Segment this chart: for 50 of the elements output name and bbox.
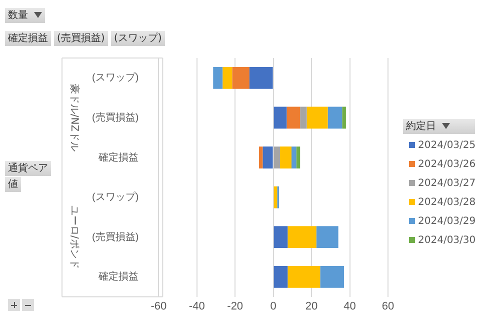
legend-title: 約定日 — [403, 119, 475, 134]
bar — [280, 146, 292, 168]
text: ユーロ/ポンド — [68, 205, 80, 269]
y-tick-label: 確定損益 — [98, 270, 139, 283]
legend-label: 2024/03/27 — [417, 177, 476, 191]
legend-label: 2024/03/30 — [417, 234, 476, 248]
bar — [274, 226, 288, 248]
x-tick-label: 20 — [305, 300, 318, 312]
bar — [232, 66, 250, 89]
bar — [274, 266, 288, 288]
bar — [328, 106, 342, 129]
bar — [262, 146, 273, 168]
text: 確定損益 — [5, 31, 51, 46]
text: (スワップ) — [111, 31, 165, 46]
bar — [306, 106, 328, 129]
x-tick-label: -60 — [150, 300, 167, 312]
y-tick-label: (売買損益) — [92, 230, 139, 243]
legend-label: 2024/03/25 — [417, 139, 476, 153]
bar — [300, 106, 307, 129]
bar — [249, 66, 273, 89]
bar — [288, 266, 320, 288]
y-tick-label: (売買損益) — [92, 111, 139, 124]
bar — [274, 106, 287, 129]
text: 通貨ペア — [5, 161, 51, 176]
bar — [274, 146, 280, 168]
x-tick-label: 60 — [382, 300, 394, 312]
bar — [286, 106, 300, 129]
text: 豪ドル/NZドル — [68, 84, 80, 152]
bar — [258, 146, 263, 168]
x-tick-label: -40 — [188, 300, 205, 312]
text: (売買損益) — [54, 31, 108, 46]
x-tick-label: 0 — [270, 300, 276, 312]
text: 値 — [5, 177, 21, 192]
bar — [296, 146, 300, 168]
y-tick-label: (スワップ) — [92, 72, 139, 84]
legend-label: 2024/03/28 — [417, 196, 476, 210]
legend-label: 2024/03/26 — [417, 158, 476, 172]
bar — [316, 226, 338, 248]
bar — [342, 106, 346, 129]
x-tick-label: -20 — [227, 300, 244, 312]
bar — [291, 146, 296, 168]
bar — [288, 226, 316, 248]
bar — [320, 266, 344, 288]
bar — [222, 66, 232, 89]
y-tick-label: 確定損益 — [98, 151, 139, 164]
x-tick-label: 40 — [344, 300, 356, 312]
text: 数量 — [5, 8, 45, 23]
y-tick-label: (スワップ) — [92, 191, 139, 204]
bar — [213, 66, 223, 89]
legend-label: 2024/03/29 — [417, 215, 476, 229]
